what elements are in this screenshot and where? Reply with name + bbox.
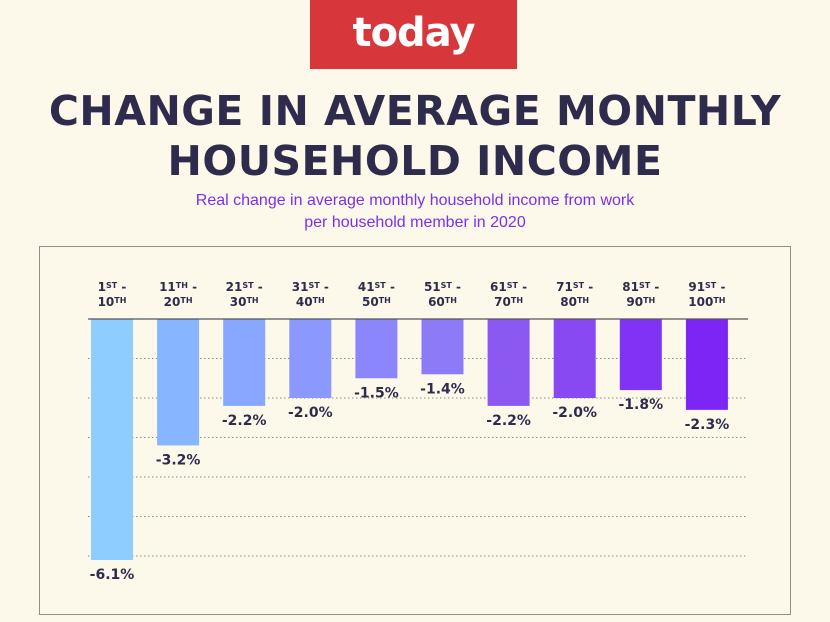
category-label: 40TH [296,295,325,309]
chart-subtitle-line-1: Real change in average monthly household… [195,192,635,209]
value-label: -2.0% [288,405,333,421]
category-labels: 1ST -10TH 11TH -20TH 21ST -30TH 31ST -40TH 4… [98,280,726,309]
category-label: 91ST - [688,280,725,294]
bar [289,319,332,398]
category-label: 31ST - [292,280,329,294]
value-label: -2.2% [222,413,267,429]
value-label: -2.3% [685,417,730,433]
bar [487,319,530,406]
category-label: 81ST - [622,280,659,294]
bars [91,319,728,560]
category-label: 61ST - [490,280,527,294]
category-label: 71ST - [556,280,593,294]
category-label: 30TH [230,295,259,309]
category-label: 80TH [560,295,589,309]
category-label: 41ST - [358,280,395,294]
chart-title-line-2: HOUSEHOLD INCOME [167,137,663,185]
value-label: -1.8% [618,397,663,413]
category-label: 20TH [164,295,193,309]
category-label: 10TH [98,295,127,309]
category-label: 70TH [494,295,523,309]
chart-subtitle: Real change in average monthly household… [150,190,680,234]
value-label: -2.0% [552,405,597,421]
bar [157,319,200,446]
logo-text: today [352,9,475,56]
category-label: 21ST - [226,280,263,294]
bar [553,319,596,398]
value-label: -3.2% [156,452,201,468]
category-label: 1ST - [98,280,127,294]
bar [223,319,266,406]
chart-subtitle-line-2: per household member in 2020 [304,214,526,231]
logo-banner: today [310,0,517,69]
category-label: 50TH [362,295,391,309]
chart-title: CHANGE IN AVERAGE MONTHLY HOUSEHOLD INCO… [0,86,830,186]
chart-frame [39,246,791,615]
value-label: -6.1% [90,567,135,583]
category-label: 51ST - [424,280,461,294]
bar [421,319,464,375]
value-label: -1.4% [420,381,465,397]
bar [619,319,662,391]
value-labels: -6.1% -3.2% -2.2% -2.0% -1.5% -1.4% -2.2% -2.0%… [90,381,730,583]
value-label: -2.2% [486,413,531,429]
bar [91,319,133,560]
category-label: 100TH [688,295,725,309]
category-label: 90TH [626,295,655,309]
value-label: -1.5% [354,385,399,401]
bar [355,319,398,379]
category-label: 11TH - [159,280,197,294]
category-label: 60TH [428,295,457,309]
chart-title-line-1: CHANGE IN AVERAGE MONTHLY [48,87,782,135]
bar [685,319,728,410]
